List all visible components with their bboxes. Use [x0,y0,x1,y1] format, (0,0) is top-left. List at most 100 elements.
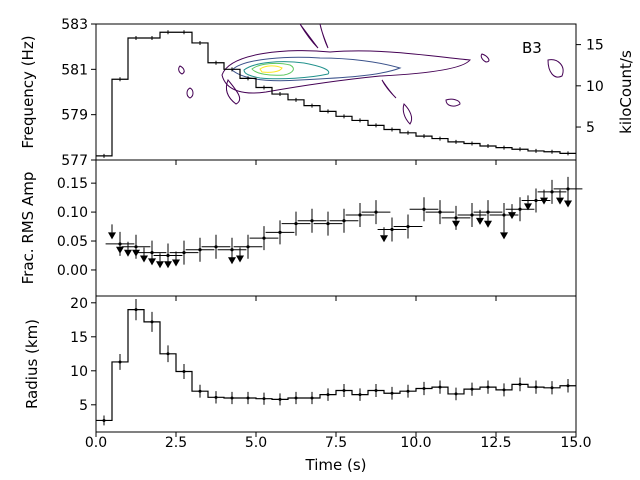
rms-upper-limit-arrow [108,232,116,240]
radius-point [118,360,122,364]
contour-outer-4 [319,23,329,49]
rms-upper-limit-arrow [132,249,140,257]
rms-upper-limit-arrow [156,261,164,269]
rms-point [438,210,442,214]
contour-peak [259,65,283,73]
rms-point [294,222,298,226]
radius-point [150,320,154,324]
rms-point [534,198,538,203]
middle-ytick-label: 0.10 [57,205,88,221]
radius-point [470,387,474,391]
rms-upper-limit-arrow [484,220,492,228]
rms-upper-limit-arrow [476,217,484,225]
contour-mid-2 [243,61,330,80]
bottom-ytick-label: 5 [79,398,88,414]
radius-point [502,388,506,392]
bottom-xtick-label: 12.5 [480,435,511,451]
power-contours [178,23,564,125]
rms-upper-limit-arrow [236,255,244,263]
bottom-ytick-label: 10 [70,364,88,380]
bottom-xtick-label: 2.5 [165,435,187,451]
radius-point [262,397,266,401]
radius-point [390,391,394,395]
contour-outer-3 [299,23,319,49]
radius-point [534,385,538,389]
rms-point [566,187,570,191]
radius-point [198,389,202,393]
contour-outer-11 [480,53,490,63]
top-y2tick-label: 10 [586,79,604,95]
contour-outer-6 [547,59,564,78]
rms-point [182,250,186,255]
rms-upper-limit-arrow [564,200,572,208]
top-y2tick-label: 5 [586,120,595,136]
top-ytick-label: 579 [61,108,88,124]
bottom-panel-frame [95,295,577,433]
rms-point [502,213,506,217]
rms-point [278,230,282,234]
radius-point [454,392,458,396]
rms-upper-limit-arrow [500,232,508,240]
rms-point [470,213,474,217]
rms-point [358,213,362,217]
contour-outer [221,50,471,94]
radius-step [96,309,576,422]
top-panel-frame [95,23,577,161]
contour-outer-8 [186,87,194,99]
rms-upper-limit-arrow [540,197,548,205]
rms-point [550,190,554,194]
radius-point [294,396,298,400]
radius-point [134,308,138,312]
radius-point [230,396,234,400]
rms-upper-limit-arrow [452,220,460,228]
rms-upper-limit-arrow [228,257,236,265]
radius-point [310,396,314,400]
bottom-ytick-label: 15 [70,330,88,346]
radius-point [374,389,378,393]
contour-mid-3 [251,62,294,76]
bottom-xtick-label: 0.0 [85,435,107,451]
bottom-ylabel: Radius (km) [23,319,41,409]
radius-point [166,352,170,356]
rms-upper-limit-arrow [148,258,156,266]
radius-point [278,397,282,401]
rms-point [342,219,346,223]
top-ytick-label: 581 [61,62,88,78]
top-ytick-label: 577 [61,153,88,169]
bottom-xtick-label: 15.0 [560,435,591,451]
radius-point [422,386,426,390]
bottom-ytick-label: 20 [70,296,88,312]
top-ytick-label: 583 [61,17,88,33]
rms-upper-limit-arrow [140,255,148,263]
xlabel: Time (s) [305,456,367,474]
bottom-xtick-label: 10.0 [400,435,431,451]
radius-point [550,386,554,390]
radius-point [246,396,250,400]
rms-point [198,248,202,252]
lightcurve-step [96,31,576,157]
radius-point [406,389,410,393]
rms-point [214,245,218,249]
rms-point [246,245,250,249]
middle-ytick-label: 0.00 [57,263,88,279]
rms-point [310,219,314,223]
rms-upper-limit-arrow [508,212,516,220]
rms-point [374,210,378,214]
rms-upper-limit-arrow [116,246,124,254]
contour-outer-5 [381,79,397,99]
rms-point [390,227,394,232]
radius-point [102,418,106,422]
rms-upper-limit-arrow [164,261,172,269]
rms-upper-limit-arrow [124,249,132,257]
radius-point [438,385,442,389]
contour-outer-7 [178,65,185,75]
rms-upper-limit-arrow [172,259,180,267]
rms-upper-limit-arrow [556,197,564,205]
radius-point [326,393,330,397]
radius-point [342,389,346,393]
bottom-xtick-label: 5.0 [245,435,267,451]
rms-point [518,207,522,211]
bottom-xtick-label: 7.5 [325,435,347,451]
top-ylabel: Frequency (Hz) [19,35,37,148]
